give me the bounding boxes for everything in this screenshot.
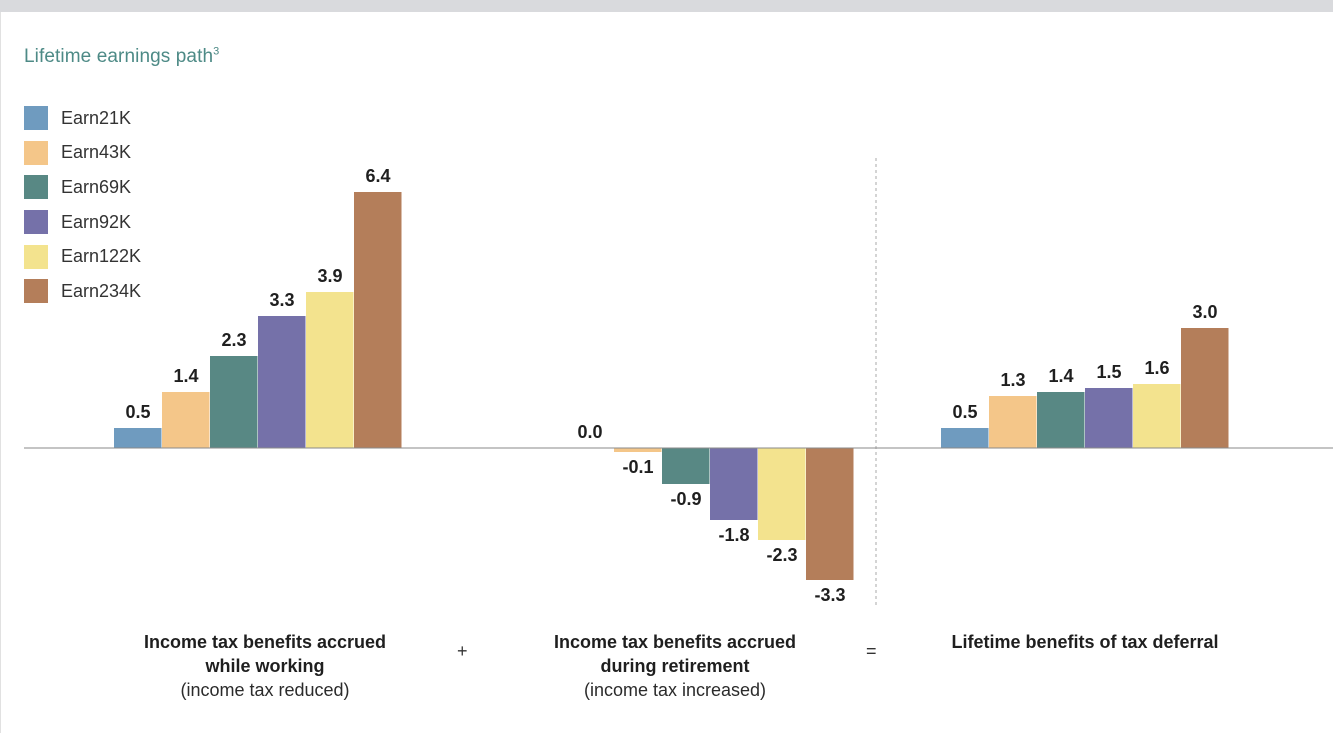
caption-title-line: Income tax benefits accrued bbox=[553, 632, 797, 652]
bar-earn69k-cat3 bbox=[1037, 392, 1085, 448]
bar-earn92k-cat3 bbox=[1085, 388, 1133, 448]
legend-swatch bbox=[24, 210, 48, 235]
caption-title-line: during retirement bbox=[600, 656, 750, 676]
legend-item: Earn69K bbox=[24, 170, 141, 205]
data-label: 0.5 bbox=[125, 402, 150, 422]
data-label: -3.3 bbox=[814, 585, 845, 605]
bar-earn122k-cat2 bbox=[758, 448, 806, 540]
bar-earn122k-cat1 bbox=[306, 292, 354, 448]
caption-title-line: while working bbox=[205, 656, 325, 676]
bar-earn43k-cat2 bbox=[614, 448, 662, 452]
caption-subtitle: (income tax reduced) bbox=[180, 680, 350, 700]
data-label: -0.9 bbox=[670, 489, 701, 509]
data-label: 1.5 bbox=[1096, 362, 1121, 382]
legend-item: Earn21K bbox=[24, 101, 141, 136]
legend-item: Earn122K bbox=[24, 239, 141, 274]
bar-earn69k-cat1 bbox=[210, 356, 258, 448]
legend-label: Earn122K bbox=[61, 246, 142, 267]
bar-earn21k-cat3 bbox=[941, 428, 989, 448]
data-label: 1.4 bbox=[1048, 366, 1073, 386]
legend-label: Earn21K bbox=[61, 107, 132, 128]
data-labels-layer: 0.5 1.4 2.3 3.3 3.9 6.4 0.0 -0.1 -0.9 -1.8 -2.3 -3.… bbox=[125, 166, 1217, 605]
chart-title: Lifetime earnings path3 bbox=[24, 45, 220, 67]
bar-earn43k-cat1 bbox=[162, 392, 210, 448]
data-label: -0.1 bbox=[622, 457, 653, 477]
title-footnote: 3 bbox=[213, 45, 220, 58]
equals-operator: = bbox=[866, 641, 877, 661]
plus-operator: + bbox=[457, 641, 468, 661]
bar-earn69k-cat2 bbox=[662, 448, 710, 484]
legend-item: Earn92K bbox=[24, 205, 141, 240]
data-label: 0.0 bbox=[577, 422, 602, 442]
top-band bbox=[0, 0, 1333, 12]
data-label: 1.3 bbox=[1000, 370, 1025, 390]
bar-earn92k-cat1 bbox=[258, 316, 306, 448]
legend-swatch bbox=[24, 175, 48, 200]
legend-label: Earn43K bbox=[61, 142, 132, 163]
bar-earn92k-cat2 bbox=[710, 448, 758, 520]
legend-swatch bbox=[24, 279, 48, 304]
bar-earn234k-cat3 bbox=[1181, 328, 1229, 448]
legend-swatch bbox=[24, 140, 48, 165]
data-label: 6.4 bbox=[365, 166, 390, 186]
caption-subtitle: (income tax increased) bbox=[583, 680, 767, 700]
caption-working: Income tax benefits accrued while workin… bbox=[105, 630, 425, 702]
caption-title-line: Lifetime benefits of tax deferral bbox=[951, 632, 1219, 652]
data-label: 1.6 bbox=[1144, 358, 1169, 378]
bars-layer bbox=[114, 192, 1229, 580]
legend-swatch bbox=[24, 244, 48, 269]
bar-earn43k-cat3 bbox=[989, 396, 1037, 448]
legend-item: Earn234K bbox=[24, 274, 141, 309]
legend-swatch bbox=[24, 106, 48, 131]
caption-retirement: Income tax benefits accrued during retir… bbox=[515, 630, 835, 702]
data-label: 3.3 bbox=[269, 290, 294, 310]
data-label: 0.5 bbox=[952, 402, 977, 422]
legend: Earn21K Earn43K Earn69K Earn92K Earn122K… bbox=[24, 101, 141, 309]
bar-earn234k-cat1 bbox=[354, 192, 402, 448]
legend-item: Earn43K bbox=[24, 136, 141, 171]
frame-border bbox=[0, 12, 1, 733]
legend-label: Earn69K bbox=[61, 176, 132, 197]
caption-lifetime: Lifetime benefits of tax deferral bbox=[925, 630, 1245, 654]
data-label: 3.0 bbox=[1192, 302, 1217, 322]
bar-earn122k-cat3 bbox=[1133, 384, 1181, 448]
data-label: 3.9 bbox=[317, 266, 342, 286]
legend-label: Earn234K bbox=[61, 280, 142, 301]
data-label: 2.3 bbox=[221, 330, 246, 350]
bar-earn234k-cat2 bbox=[806, 448, 854, 580]
bar-earn21k-cat1 bbox=[114, 428, 162, 448]
data-label: 1.4 bbox=[173, 366, 198, 386]
data-label: -2.3 bbox=[766, 545, 797, 565]
caption-title-line: Income tax benefits accrued bbox=[143, 632, 387, 652]
legend-label: Earn92K bbox=[61, 211, 132, 232]
data-label: -1.8 bbox=[718, 525, 749, 545]
